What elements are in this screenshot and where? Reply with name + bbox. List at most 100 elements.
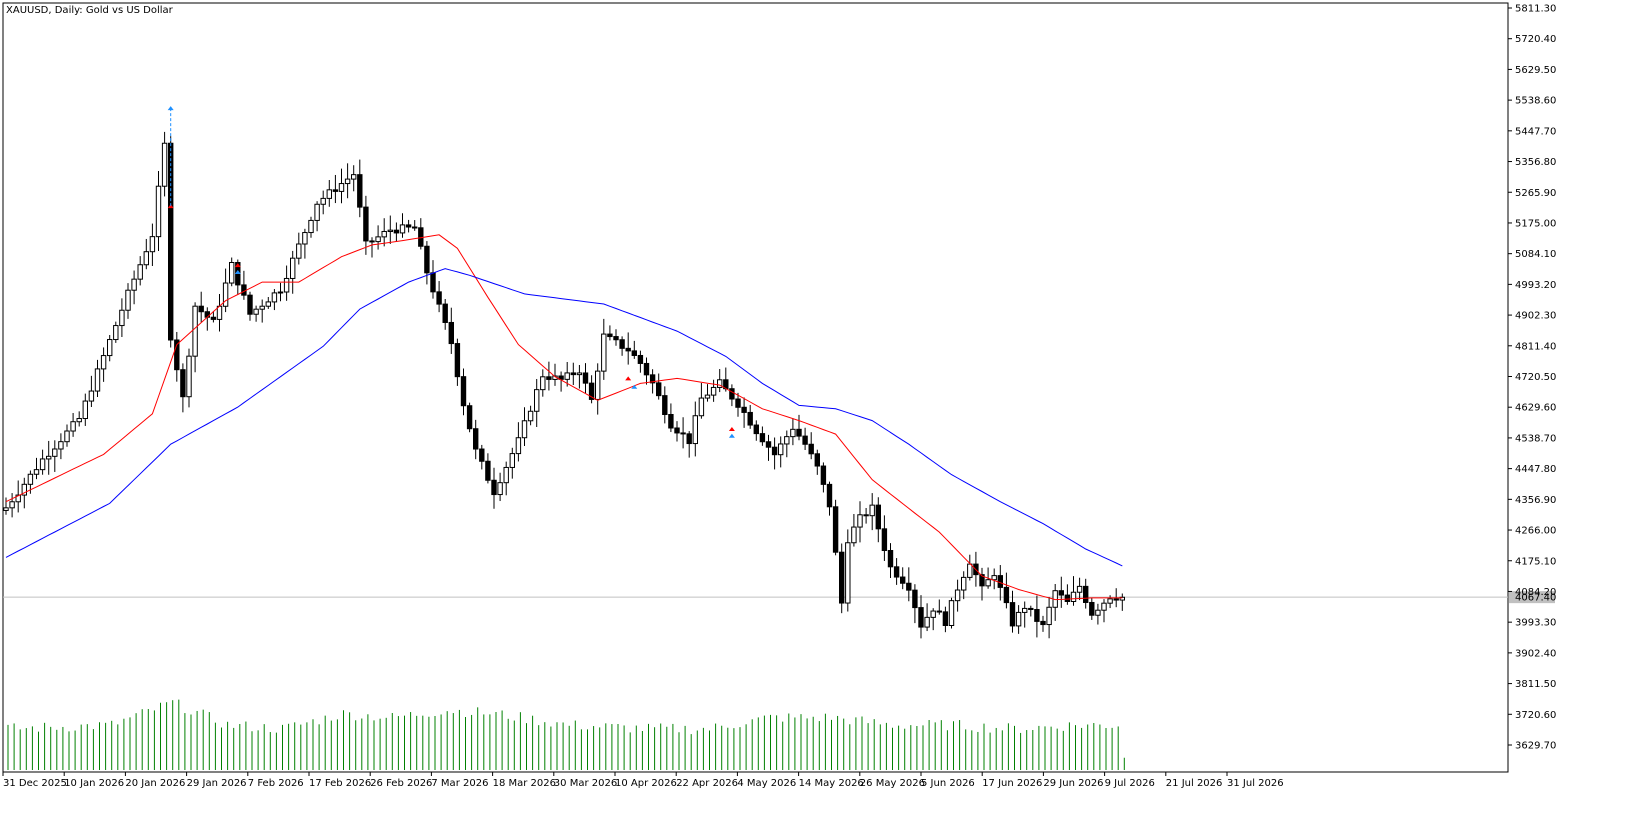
- candle: [70, 412, 76, 437]
- candle-body: [1058, 590, 1064, 596]
- candle-body: [808, 443, 814, 455]
- candle-body: [1015, 611, 1022, 627]
- time-tick-label-20: 31 Jul 2026: [1227, 778, 1284, 789]
- candle: [442, 298, 448, 330]
- candle: [314, 201, 320, 232]
- time-tick-label-2: 20 Jan 2026: [125, 778, 185, 789]
- candle-body: [954, 589, 961, 602]
- price-tick-label-6: 5265.90: [1515, 188, 1556, 199]
- candle: [570, 362, 576, 385]
- candle-body: [1070, 591, 1077, 602]
- candle-body: [436, 291, 442, 305]
- candle-body: [869, 504, 875, 517]
- candle-body: [94, 368, 101, 392]
- price-tick-label-8: 5084.10: [1515, 249, 1556, 260]
- candle-body: [222, 282, 229, 307]
- candle-body: [942, 611, 949, 626]
- candle-body: [674, 427, 680, 434]
- candle: [393, 222, 400, 242]
- candle: [515, 422, 522, 462]
- time-tick-label-18: 9 Jul 2026: [1105, 778, 1155, 789]
- candle-body: [107, 339, 113, 357]
- candle-body: [21, 483, 28, 496]
- candle-body: [479, 448, 485, 462]
- time-tick-label-11: 22 Apr 2026: [676, 778, 738, 789]
- candle-body: [308, 219, 314, 234]
- candle: [137, 256, 143, 286]
- candle: [808, 432, 814, 460]
- time-tick-label-17: 29 Jun 2026: [1043, 778, 1103, 789]
- candle-body: [161, 142, 168, 187]
- candle-body: [100, 355, 107, 370]
- candle-body: [534, 389, 540, 412]
- candle: [326, 179, 333, 207]
- time-tick-label-6: 26 Feb 2026: [370, 778, 432, 789]
- candle-body: [125, 289, 131, 311]
- candle-body: [64, 430, 70, 443]
- time-tick-label-13: 14 May 2026: [799, 778, 864, 789]
- candle: [271, 289, 278, 311]
- candle-body: [76, 418, 82, 423]
- candle: [619, 336, 625, 356]
- candle: [826, 481, 833, 516]
- moving-averages-layer: [5, 234, 1123, 601]
- price-tick-label-21: 3902.40: [1515, 648, 1556, 659]
- candle-body: [265, 301, 272, 307]
- candle: [784, 430, 790, 458]
- candle: [704, 384, 711, 402]
- price-tick-label-23: 3720.60: [1515, 710, 1556, 721]
- candle-body: [3, 507, 9, 511]
- time-tick-label-5: 17 Feb 2026: [309, 778, 371, 789]
- candle: [100, 347, 107, 382]
- candle: [58, 433, 64, 460]
- candle: [277, 282, 284, 302]
- candle: [424, 241, 430, 285]
- price-tick-label-18: 4175.10: [1515, 556, 1556, 567]
- candle-body: [570, 372, 576, 376]
- candle: [948, 597, 955, 629]
- candle-body: [344, 178, 351, 185]
- candle-body: [863, 514, 869, 517]
- candle: [576, 364, 583, 389]
- price-axis: 5811.30 5720.40 5629.50 5538.60 5447.70 5356.…: [1508, 4, 1556, 752]
- candle: [344, 163, 351, 199]
- candle: [1119, 593, 1125, 611]
- candle: [186, 348, 192, 408]
- candle-body: [778, 443, 784, 456]
- candle-body: [832, 506, 839, 553]
- candle-body: [271, 292, 278, 303]
- candle: [107, 334, 113, 362]
- sell-marker: [728, 427, 735, 432]
- candle: [527, 405, 534, 426]
- candle-body: [326, 189, 333, 199]
- candle-body: [180, 369, 186, 398]
- candle-body: [27, 473, 34, 485]
- candle: [491, 467, 497, 509]
- candle: [851, 514, 857, 547]
- candle: [814, 449, 820, 475]
- time-tick-label-19: 21 Jul 2026: [1166, 778, 1223, 789]
- candle: [375, 225, 381, 250]
- candle: [143, 238, 150, 270]
- candle: [820, 462, 827, 493]
- candle-body: [595, 370, 601, 400]
- candle: [369, 237, 375, 258]
- sell-marker: [234, 263, 241, 268]
- candle-body: [906, 582, 912, 591]
- candle: [64, 424, 70, 447]
- candle: [192, 302, 198, 373]
- candle: [881, 515, 888, 561]
- price-tick-label-14: 4538.70: [1515, 433, 1556, 444]
- candle-body: [39, 458, 46, 471]
- candle-body: [967, 563, 973, 578]
- candle-body: [686, 433, 692, 445]
- price-tick-label-12: 4720.50: [1515, 372, 1556, 383]
- candle: [1028, 605, 1034, 617]
- price-tick-label-13: 4629.60: [1515, 403, 1556, 414]
- candle-body: [893, 566, 900, 578]
- buy-marker: [234, 269, 241, 274]
- candle-body: [277, 291, 284, 294]
